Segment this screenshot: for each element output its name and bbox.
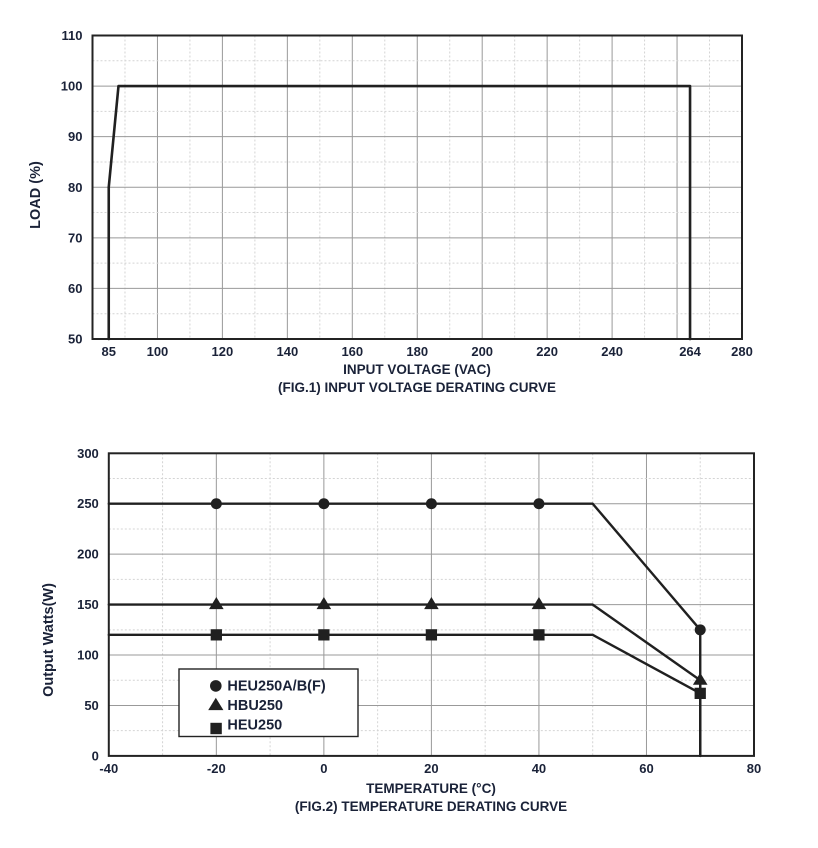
svg-text:180: 180 <box>406 344 428 359</box>
svg-text:50: 50 <box>68 332 82 347</box>
svg-text:300: 300 <box>77 446 99 461</box>
svg-text:110: 110 <box>62 28 83 43</box>
svg-text:70: 70 <box>68 230 82 245</box>
svg-text:HBU250: HBU250 <box>227 698 283 714</box>
svg-text:-40: -40 <box>99 761 118 776</box>
svg-text:280: 280 <box>731 344 753 359</box>
svg-text:TEMPERATURE (°C): TEMPERATURE (°C) <box>366 781 496 796</box>
svg-text:50: 50 <box>84 698 98 713</box>
svg-text:200: 200 <box>471 344 493 359</box>
svg-text:LOAD (%): LOAD (%) <box>28 161 44 229</box>
svg-text:250: 250 <box>77 496 99 511</box>
svg-text:60: 60 <box>639 761 653 776</box>
svg-text:-20: -20 <box>207 761 226 776</box>
svg-text:100: 100 <box>147 344 169 359</box>
svg-text:80: 80 <box>68 180 82 195</box>
svg-text:60: 60 <box>68 281 82 296</box>
svg-text:80: 80 <box>747 761 761 776</box>
svg-text:100: 100 <box>61 79 83 94</box>
svg-text:200: 200 <box>77 547 99 562</box>
svg-text:INPUT VOLTAGE (VAC): INPUT VOLTAGE (VAC) <box>343 362 491 377</box>
svg-text:(FIG.2) TEMPERATURE DERATING C: (FIG.2) TEMPERATURE DERATING CURVE <box>295 799 567 814</box>
svg-text:Output Watts(W): Output Watts(W) <box>41 583 57 697</box>
svg-text:150: 150 <box>77 597 99 612</box>
svg-text:90: 90 <box>68 129 82 144</box>
svg-text:HEU250: HEU250 <box>227 717 282 733</box>
svg-text:(FIG.1) INPUT VOLTAGE DERATING: (FIG.1) INPUT VOLTAGE DERATING CURVE <box>278 380 556 395</box>
svg-text:160: 160 <box>341 344 363 359</box>
svg-text:220: 220 <box>536 344 558 359</box>
svg-text:0: 0 <box>92 748 99 763</box>
svg-text:240: 240 <box>601 344 623 359</box>
svg-text:140: 140 <box>276 344 298 359</box>
svg-text:120: 120 <box>212 344 234 359</box>
svg-text:20: 20 <box>424 761 438 776</box>
svg-text:100: 100 <box>77 648 99 663</box>
svg-text:HEU250A/B(F): HEU250A/B(F) <box>227 679 325 695</box>
svg-text:40: 40 <box>532 761 546 776</box>
svg-text:85: 85 <box>102 344 116 359</box>
svg-text:264: 264 <box>679 344 701 359</box>
svg-text:0: 0 <box>320 761 327 776</box>
